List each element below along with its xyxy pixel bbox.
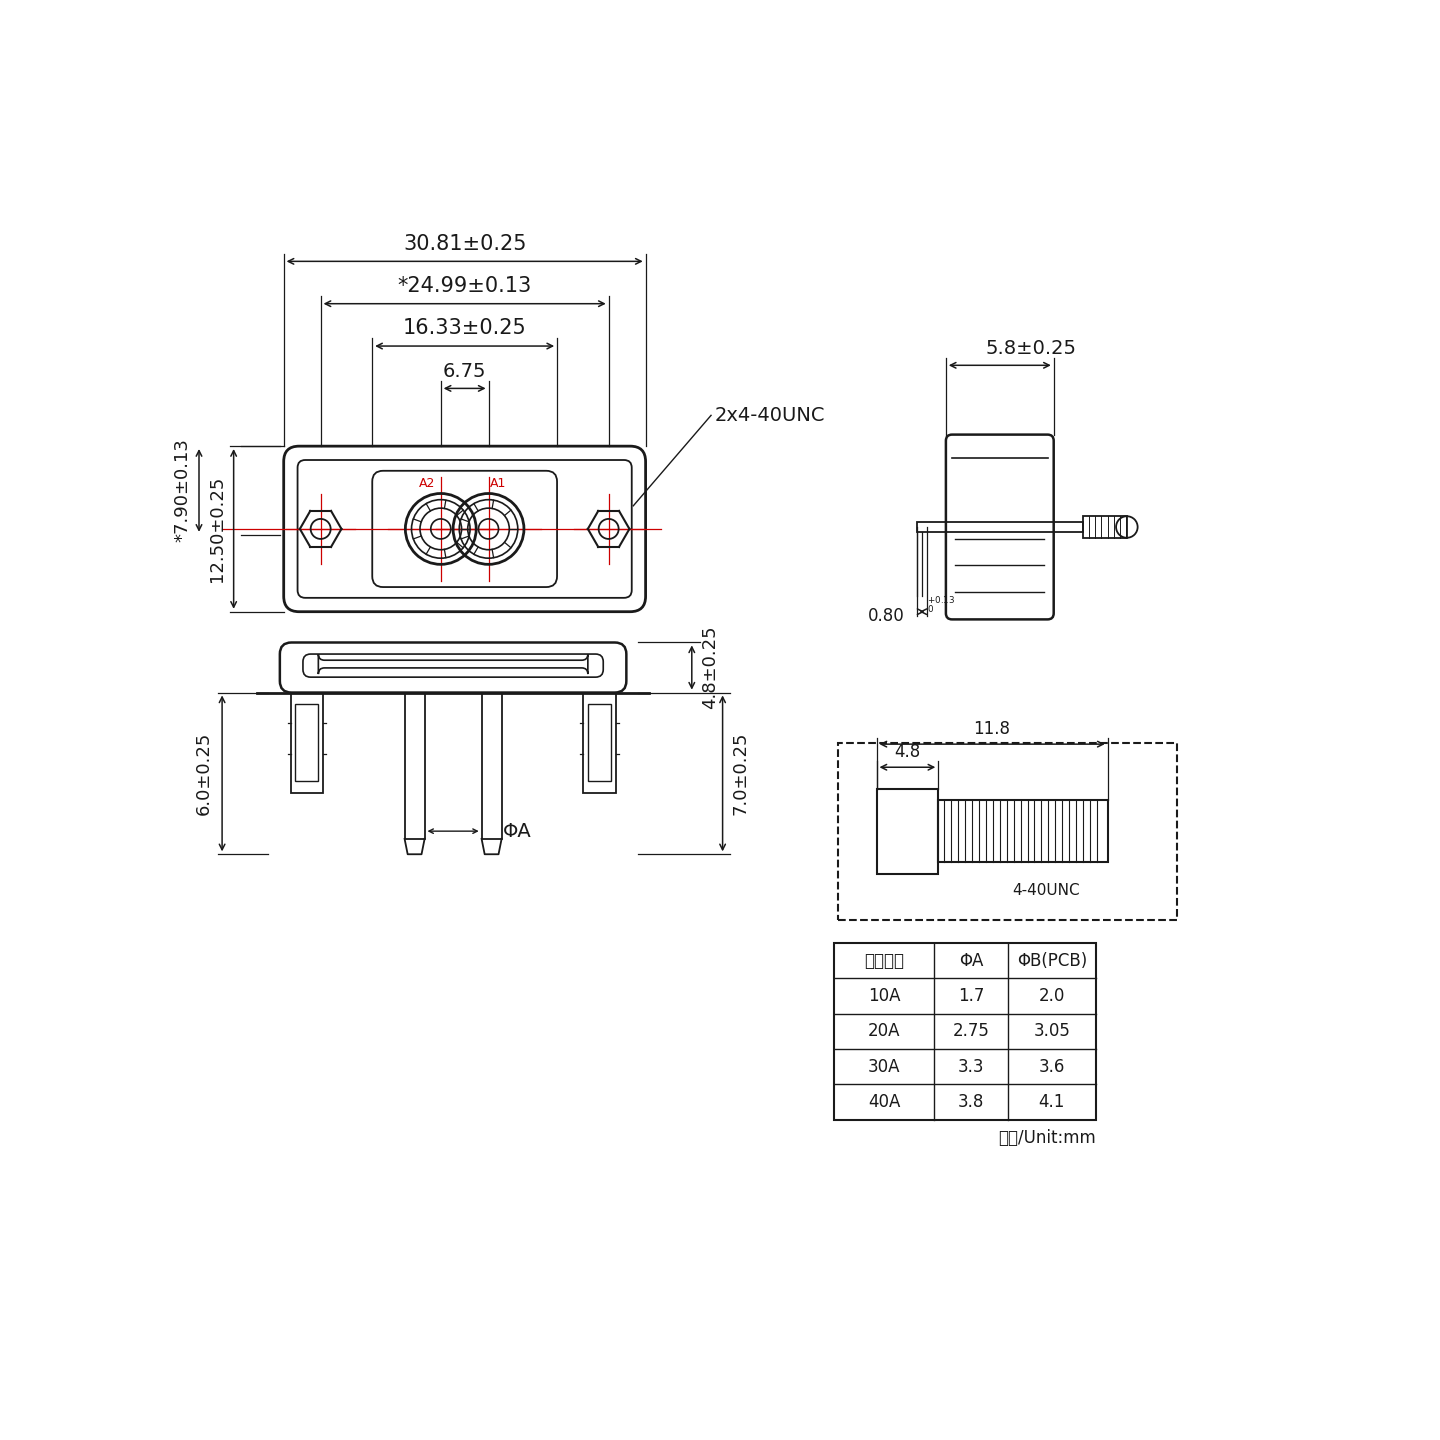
Text: 30A: 30A [868, 1058, 900, 1076]
Text: ΦA: ΦA [959, 952, 984, 969]
Text: 30.81±0.25: 30.81±0.25 [403, 233, 527, 253]
Bar [838, 743, 1176, 920]
Text: 3.6: 3.6 [1038, 1058, 1066, 1076]
Text: 4.1: 4.1 [1038, 1093, 1066, 1112]
Text: 20A: 20A [868, 1022, 900, 1040]
Text: 2.0: 2.0 [1038, 986, 1066, 1005]
Bar [1083, 516, 1128, 537]
Text: 4-40UNC: 4-40UNC [1012, 883, 1080, 897]
Bar [295, 704, 318, 780]
Bar [834, 943, 1096, 1120]
Text: 7.0±0.25: 7.0±0.25 [732, 732, 750, 815]
Text: 2.75: 2.75 [952, 1022, 989, 1040]
Text: 40A: 40A [868, 1093, 900, 1112]
Text: 16.33±0.25: 16.33±0.25 [403, 318, 527, 338]
Text: 额定电流: 额定电流 [864, 952, 904, 969]
Text: 4.8: 4.8 [894, 743, 920, 762]
Text: 10A: 10A [868, 986, 900, 1005]
Text: 12.50±0.25: 12.50±0.25 [207, 475, 226, 582]
Text: 1.7: 1.7 [958, 986, 984, 1005]
Text: 6.0±0.25: 6.0±0.25 [194, 732, 213, 815]
Text: A1: A1 [490, 478, 505, 491]
Text: 5.8±0.25: 5.8±0.25 [985, 338, 1076, 357]
Text: 3.8: 3.8 [958, 1093, 984, 1112]
Text: A2: A2 [419, 478, 435, 491]
Text: ΦB(PCB): ΦB(PCB) [1017, 952, 1087, 969]
Text: 单位/Unit:mm: 单位/Unit:mm [998, 1129, 1096, 1148]
Text: 6.75: 6.75 [444, 361, 487, 380]
Text: 3.05: 3.05 [1034, 1022, 1070, 1040]
Bar [939, 801, 1107, 863]
Text: 2x4-40UNC: 2x4-40UNC [714, 406, 825, 425]
Bar [583, 693, 615, 792]
Bar [481, 693, 501, 840]
Bar [588, 704, 611, 780]
Bar [877, 789, 939, 874]
Bar [405, 693, 425, 840]
Text: ΦA: ΦA [503, 822, 531, 841]
Text: 3.3: 3.3 [958, 1058, 984, 1076]
Text: *24.99±0.13: *24.99±0.13 [397, 276, 531, 297]
Text: 11.8: 11.8 [973, 720, 1011, 737]
Bar [291, 693, 323, 792]
Text: 0.80: 0.80 [868, 606, 906, 625]
Bar [917, 521, 1083, 533]
Text: *7.90±0.13: *7.90±0.13 [173, 439, 192, 543]
Text: $^{+0.13}_{0}$: $^{+0.13}_{0}$ [927, 596, 955, 615]
Text: 4.8±0.25: 4.8±0.25 [701, 626, 719, 710]
